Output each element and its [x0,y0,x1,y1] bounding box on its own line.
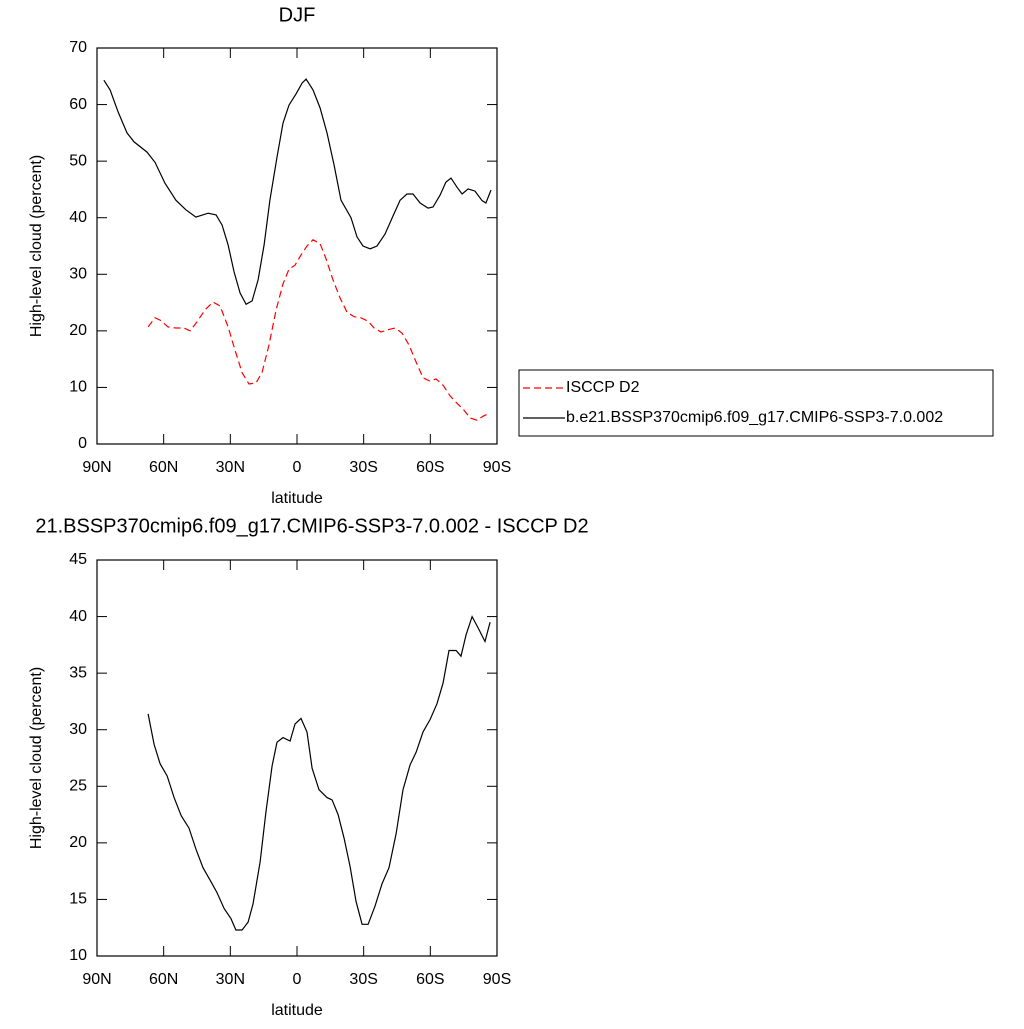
legend-box [518,369,994,437]
y-axis-label: High-level cloud (percent) [28,155,45,337]
plot-frame [96,47,498,445]
y-tick-label: 50 [69,152,87,169]
y-tick-label: 10 [69,947,87,964]
y-tick-label: 40 [69,608,87,625]
legend-label: ISCCP D2 [566,379,640,396]
x-tick-label: 0 [293,459,302,476]
x-tick-label: 90N [82,459,111,476]
y-tick-label: 10 [69,379,87,396]
x-tick-label: 60S [416,971,444,988]
y-tick-label: 20 [69,834,87,851]
y-tick-label: 30 [69,721,87,738]
x-tick-label: 0 [293,971,302,988]
data-line [103,78,492,306]
chart-title: DJF [279,4,316,26]
x-tick-label: 30S [349,971,377,988]
y-tick-label: 15 [69,891,87,908]
y-tick-label: 25 [69,778,87,795]
x-axis-label: latitude [271,1002,323,1019]
chart-title: 21.BSSP370cmip6.f09_g17.CMIP6-SSP3-7.0.0… [35,515,588,537]
data-line [147,239,491,421]
y-tick-label: 40 [69,209,87,226]
x-tick-label: 90N [82,971,111,988]
y-tick-label: 70 [69,39,87,56]
x-tick-label: 30S [349,459,377,476]
y-axis-label: High-level cloud (percent) [28,667,45,849]
x-tick-label: 90S [483,971,511,988]
x-axis-label: latitude [271,490,323,507]
y-tick-label: 45 [69,551,87,568]
x-tick-label: 30N [216,459,245,476]
x-tick-label: 60N [149,971,178,988]
y-tick-label: 35 [69,664,87,681]
plot-frame [96,559,498,957]
data-line [147,615,491,931]
x-tick-label: 30N [216,971,245,988]
x-tick-label: 90S [483,459,511,476]
x-tick-label: 60N [149,459,178,476]
y-tick-label: 20 [69,322,87,339]
y-tick-label: 60 [69,96,87,113]
y-tick-label: 0 [78,435,87,452]
x-tick-label: 60S [416,459,444,476]
legend-label: b.e21.BSSP370cmip6.f09_g17.CMIP6-SSP3-7.… [566,409,943,426]
y-tick-label: 30 [69,266,87,283]
